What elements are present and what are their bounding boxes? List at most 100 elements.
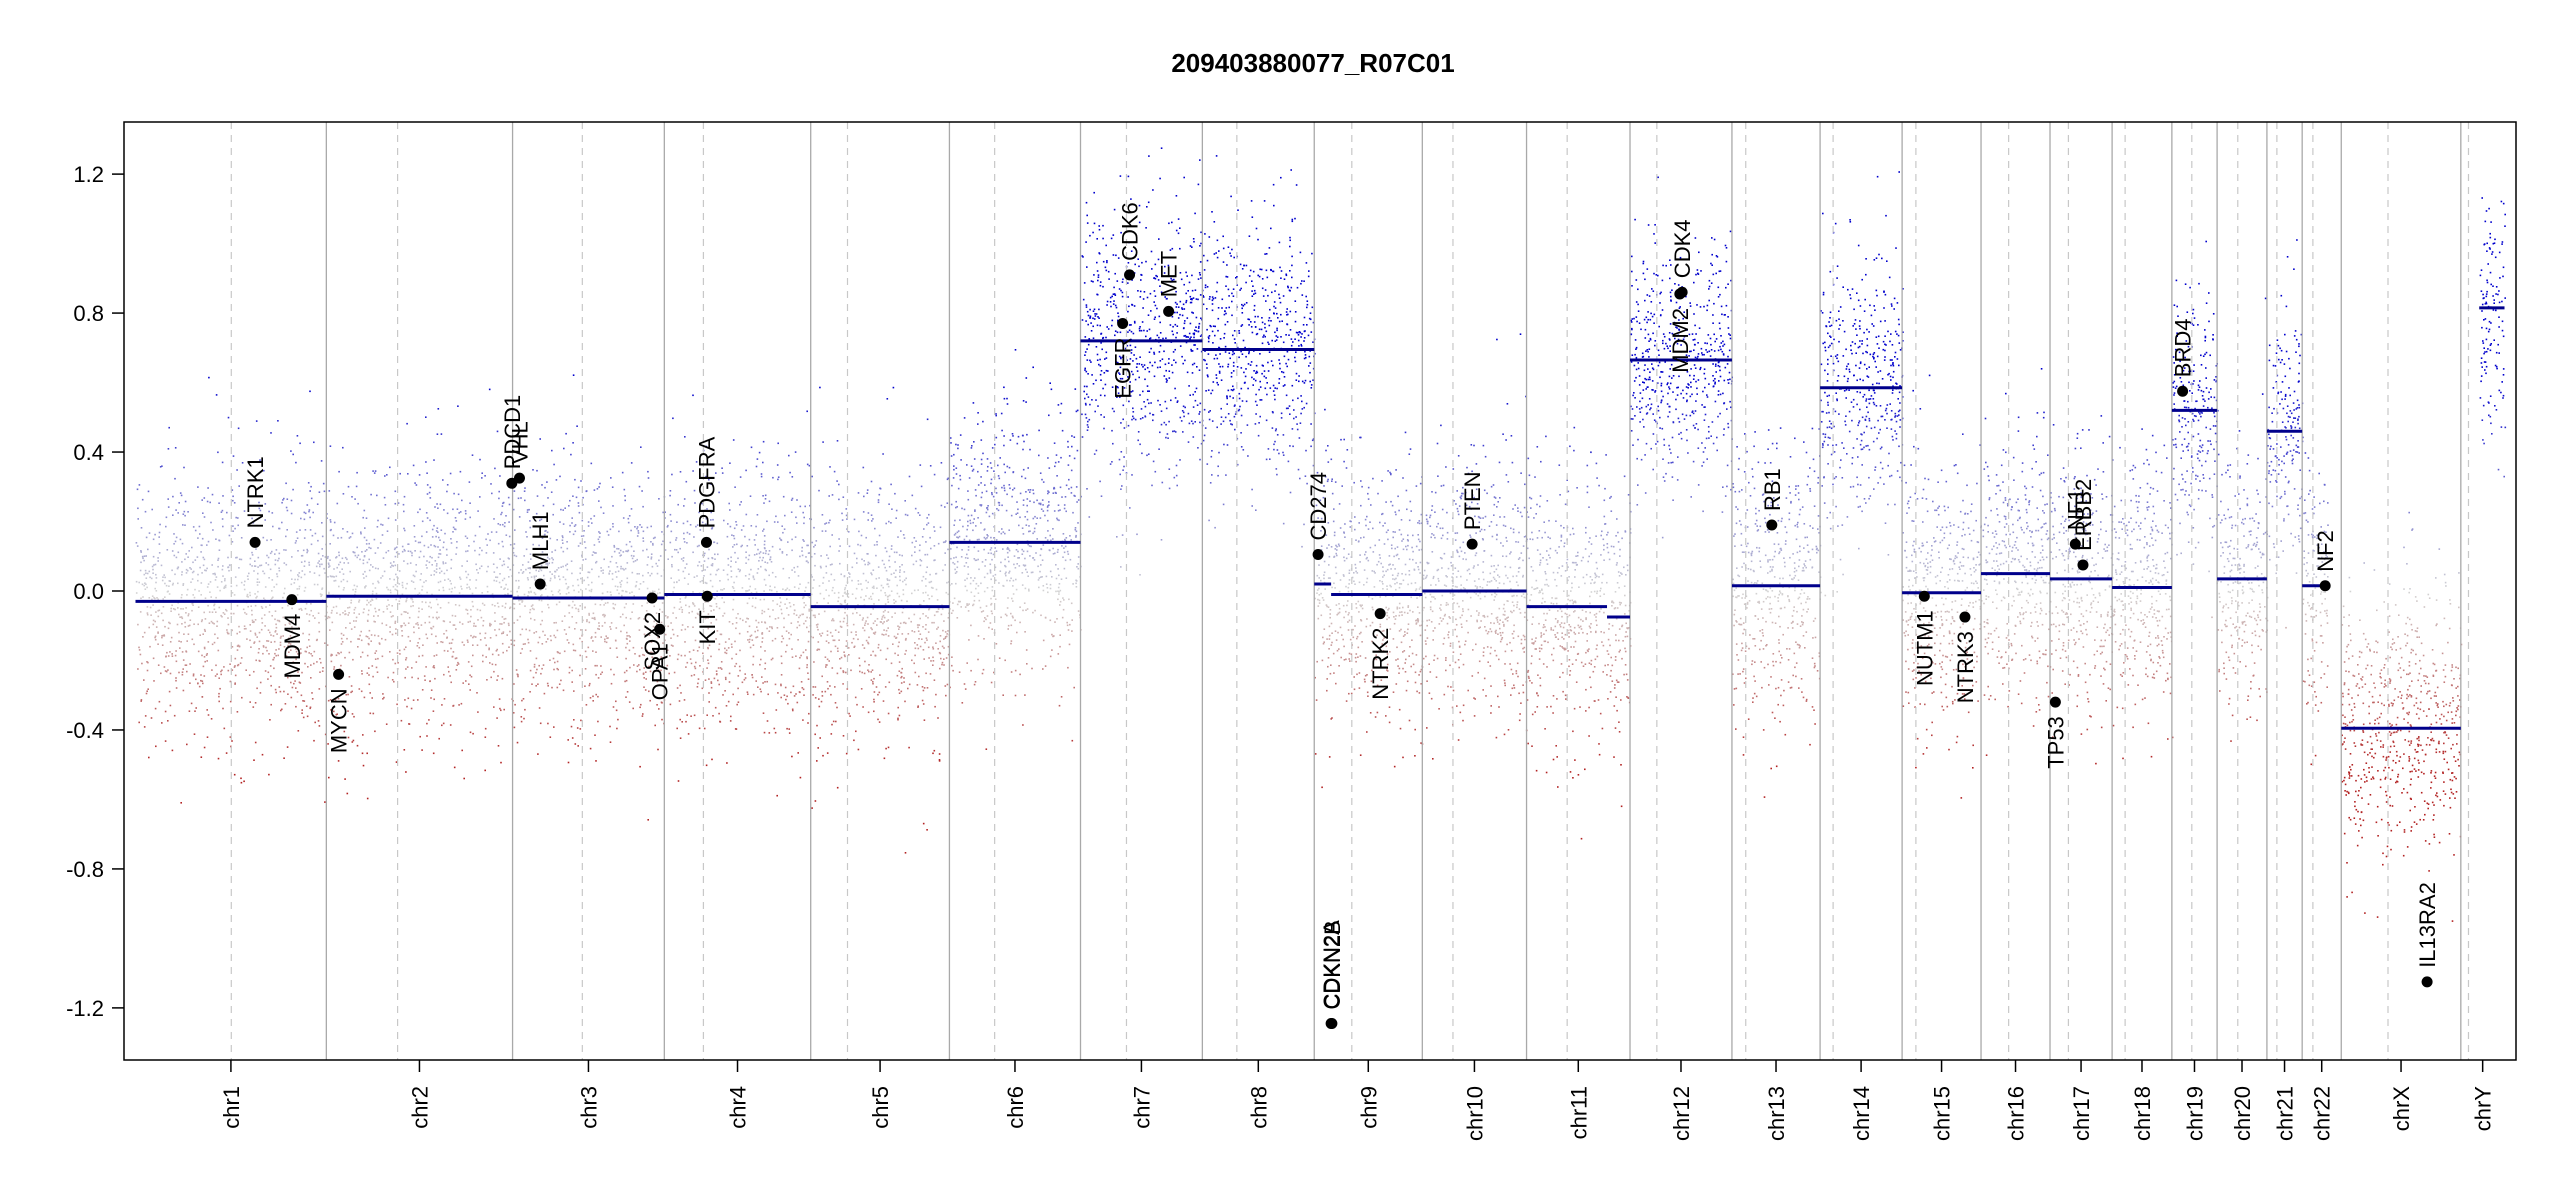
probe-point xyxy=(307,482,310,484)
probe-point xyxy=(704,679,707,681)
probe-point xyxy=(456,664,458,666)
probe-point xyxy=(973,441,975,443)
probe-point xyxy=(710,564,713,566)
probe-point xyxy=(870,671,872,673)
probe-point xyxy=(1010,642,1012,645)
probe-point xyxy=(324,642,326,644)
probe-point xyxy=(417,541,420,544)
probe-point xyxy=(534,579,536,581)
probe-point xyxy=(1032,611,1034,614)
probe-point xyxy=(1112,442,1114,445)
probe-point xyxy=(157,598,159,601)
probe-point xyxy=(760,690,762,693)
probe-point xyxy=(638,655,641,658)
probe-point xyxy=(264,519,266,521)
probe-point xyxy=(849,573,851,575)
probe-point xyxy=(328,591,330,594)
probe-point xyxy=(459,576,461,579)
probe-point xyxy=(558,683,561,685)
probe-point xyxy=(344,656,346,659)
probe-point xyxy=(891,508,893,510)
probe-point xyxy=(643,677,645,679)
probe-point xyxy=(841,512,843,515)
probe-point xyxy=(1077,567,1080,570)
probe-point xyxy=(425,580,427,582)
probe-point xyxy=(863,598,865,601)
probe-point xyxy=(270,684,272,687)
probe-point xyxy=(893,599,895,601)
probe-point xyxy=(913,613,916,616)
probe-point xyxy=(972,529,974,532)
probe-point xyxy=(613,607,615,610)
probe-point xyxy=(851,579,853,582)
probe-point xyxy=(710,622,712,624)
probe-point xyxy=(444,532,446,535)
probe-point xyxy=(996,508,998,510)
probe-point xyxy=(747,693,749,695)
probe-point xyxy=(664,633,667,636)
probe-point xyxy=(859,670,861,673)
probe-point xyxy=(774,576,777,578)
probe-point xyxy=(965,535,968,538)
probe-point xyxy=(888,579,891,582)
probe-point xyxy=(574,478,576,481)
probe-point xyxy=(1008,560,1010,563)
probe-point xyxy=(455,546,458,549)
probe-point xyxy=(262,646,265,648)
probe-point xyxy=(203,611,205,614)
probe-point xyxy=(925,637,928,639)
probe-point xyxy=(334,579,337,582)
probe-point xyxy=(586,619,588,621)
probe-point xyxy=(166,549,169,551)
probe-point xyxy=(970,624,972,627)
probe-point xyxy=(972,604,974,607)
probe-point xyxy=(932,752,934,755)
probe-point xyxy=(711,563,714,565)
probe-point xyxy=(667,649,669,651)
probe-point xyxy=(604,621,606,624)
probe-point xyxy=(696,524,699,526)
probe-point xyxy=(188,710,191,712)
probe-point xyxy=(1008,572,1010,574)
probe-point xyxy=(671,628,674,631)
probe-point xyxy=(426,484,429,486)
probe-point xyxy=(421,520,424,523)
probe-point xyxy=(462,682,464,684)
probe-point xyxy=(607,566,610,568)
probe-point xyxy=(353,715,355,718)
probe-point xyxy=(560,679,562,682)
probe-point xyxy=(513,603,516,605)
probe-point xyxy=(187,614,190,617)
probe-point xyxy=(877,718,879,721)
probe-point xyxy=(900,599,903,602)
probe-point xyxy=(636,573,639,575)
probe-point xyxy=(579,605,581,607)
probe-point xyxy=(898,714,901,717)
probe-point xyxy=(543,578,546,581)
probe-point xyxy=(403,749,406,751)
probe-point xyxy=(950,442,952,444)
probe-point xyxy=(610,477,612,479)
probe-point xyxy=(142,557,144,560)
probe-point xyxy=(453,528,456,530)
probe-point xyxy=(274,630,277,632)
probe-point xyxy=(172,608,175,610)
probe-point xyxy=(455,520,458,522)
probe-point xyxy=(1047,591,1049,594)
probe-point xyxy=(601,671,603,674)
probe-point xyxy=(383,496,386,499)
probe-point xyxy=(964,557,967,559)
probe-point xyxy=(767,608,770,610)
probe-point xyxy=(1100,414,1102,416)
probe-point xyxy=(467,573,470,576)
probe-point xyxy=(171,550,174,552)
probe-point xyxy=(914,642,916,644)
probe-point xyxy=(290,649,292,651)
probe-point xyxy=(395,632,397,635)
probe-point xyxy=(762,440,765,443)
probe-point xyxy=(329,699,332,701)
probe-point xyxy=(682,560,685,562)
probe-point xyxy=(884,547,887,549)
probe-point xyxy=(814,697,817,699)
probe-point xyxy=(233,502,236,504)
